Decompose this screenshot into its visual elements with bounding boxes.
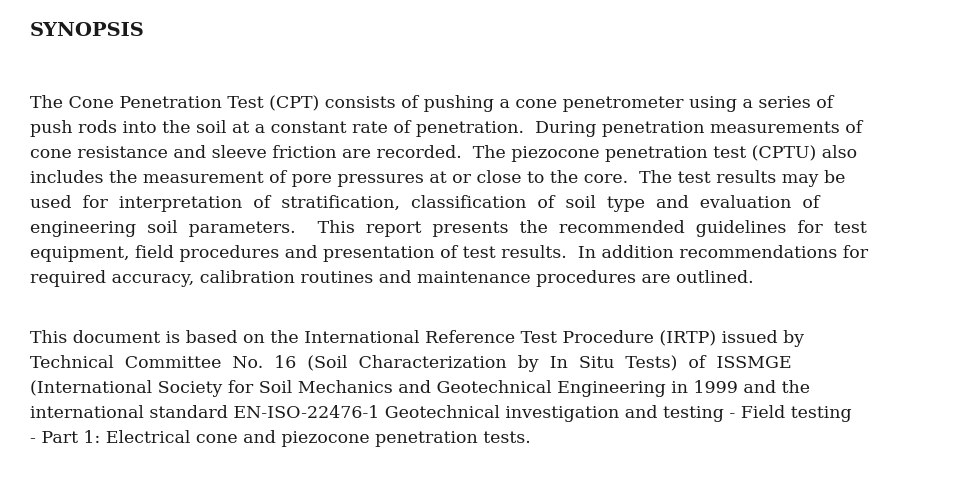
Text: push rods into the soil at a constant rate of penetration.  During penetration m: push rods into the soil at a constant ra… (30, 120, 862, 137)
Text: - Part 1: Electrical cone and piezocone penetration tests.: - Part 1: Electrical cone and piezocone … (30, 430, 531, 447)
Text: engineering  soil  parameters.    This  report  presents  the  recommended  guid: engineering soil parameters. This report… (30, 220, 867, 237)
Text: includes the measurement of pore pressures at or close to the core.  The test re: includes the measurement of pore pressur… (30, 170, 846, 187)
Text: This document is based on the International Reference Test Procedure (IRTP) issu: This document is based on the Internatio… (30, 330, 804, 347)
Text: required accuracy, calibration routines and maintenance procedures are outlined.: required accuracy, calibration routines … (30, 270, 754, 287)
Text: used  for  interpretation  of  stratification,  classification  of  soil  type  : used for interpretation of stratificatio… (30, 195, 820, 212)
Text: SYNOPSIS: SYNOPSIS (30, 22, 145, 40)
Text: The Cone Penetration Test (CPT) consists of pushing a cone penetrometer using a : The Cone Penetration Test (CPT) consists… (30, 95, 833, 112)
Text: international standard EN-ISO-22476-1 Geotechnical investigation and testing - F: international standard EN-ISO-22476-1 Ge… (30, 405, 852, 422)
Text: (International Society for Soil Mechanics and Geotechnical Engineering in 1999 a: (International Society for Soil Mechanic… (30, 380, 810, 397)
Text: Technical  Committee  No.  16  (Soil  Characterization  by  In  Situ  Tests)  of: Technical Committee No. 16 (Soil Charact… (30, 355, 792, 372)
Text: equipment, field procedures and presentation of test results.  In addition recom: equipment, field procedures and presenta… (30, 245, 868, 262)
Text: cone resistance and sleeve friction are recorded.  The piezocone penetration tes: cone resistance and sleeve friction are … (30, 145, 857, 162)
